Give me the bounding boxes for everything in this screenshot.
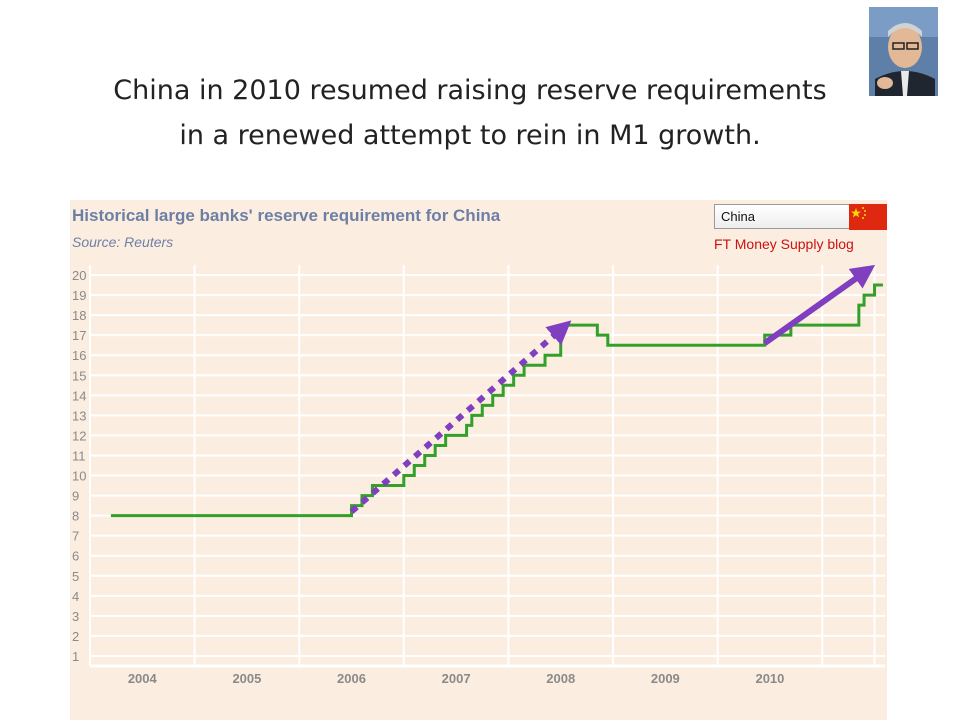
x-tick-label: 2010: [755, 671, 784, 686]
china-flag-icon: [849, 204, 887, 230]
y-tick-label: 2: [72, 629, 79, 644]
y-tick-label: 4: [72, 589, 79, 604]
y-tick-label: 1: [72, 649, 79, 664]
x-tick-label: 2006: [337, 671, 366, 686]
y-tick-label: 11: [72, 448, 86, 463]
y-tick-label: 3: [72, 609, 79, 624]
dotted-trend-arrow: [349, 320, 572, 514]
reserve-requirement-line: [110, 283, 883, 518]
y-tick-label: 10: [72, 469, 86, 484]
solid-trend-arrow: [762, 264, 876, 346]
slide-title-line-1: China in 2010 resumed raising reserve re…: [113, 75, 827, 106]
x-tick-label: 2008: [546, 671, 575, 686]
y-tick-label: 8: [72, 509, 79, 524]
y-tick-label: 20: [72, 268, 86, 283]
y-tick-label: 9: [72, 489, 79, 504]
y-tick-label: 16: [72, 348, 86, 363]
chart-title: Historical large banks' reserve requirem…: [72, 206, 501, 225]
y-tick-label: 18: [72, 308, 86, 323]
y-tick-label: 13: [72, 408, 86, 423]
y-tick-label: 12: [72, 428, 86, 443]
x-tick-label: 2009: [651, 671, 680, 686]
x-tick-label: 2004: [128, 671, 158, 686]
slide-title-line-2: in a renewed attempt to rein in M1 growt…: [179, 120, 761, 151]
x-tick-label: 2005: [232, 671, 261, 686]
chart-panel: 1 2 3 4 5 6 7 8 9 10 11 12 13 14 15 16 17 18 19 20 2004 2005 2…: [70, 200, 887, 720]
country-select[interactable]: China: [714, 204, 854, 229]
y-tick-label: 14: [72, 388, 86, 403]
slide-title: China in 2010 resumed raising reserve re…: [40, 68, 900, 158]
y-tick-label: 17: [72, 328, 86, 343]
ft-money-supply-blog-link[interactable]: FT Money Supply blog: [714, 236, 854, 252]
y-tick-label: 5: [72, 569, 79, 584]
y-tick-label: 6: [72, 549, 79, 564]
chart-source: Source: Reuters: [72, 234, 174, 250]
x-tick-label: 2007: [442, 671, 471, 686]
speaker-photo: [869, 7, 938, 96]
y-tick-label: 15: [72, 368, 86, 383]
y-tick-label: 7: [72, 529, 79, 544]
y-tick-label: 19: [72, 288, 86, 303]
